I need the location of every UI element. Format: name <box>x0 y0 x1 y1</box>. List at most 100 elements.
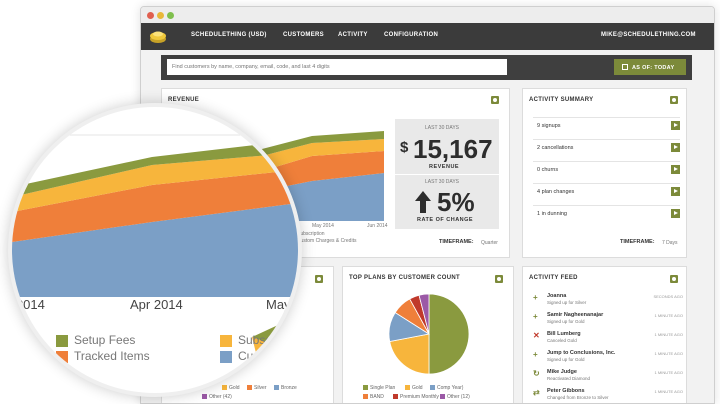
series-tracked <box>12 152 298 212</box>
summary-row[interactable]: 4 plan changes <box>533 183 680 200</box>
legend-item: Other (12) <box>440 394 470 400</box>
divider <box>395 174 499 175</box>
summary-row[interactable]: 9 signups <box>533 117 680 134</box>
change-value: 5% <box>437 187 475 217</box>
gear-icon[interactable] <box>495 275 503 283</box>
plus-icon: + <box>533 312 538 321</box>
arrow-up-icon <box>415 191 431 213</box>
feed-time: SECONDS AGO <box>653 294 683 299</box>
pie-slice-gold[interactable] <box>389 333 430 375</box>
nav-configuration[interactable]: CONFIGURATION <box>384 32 439 38</box>
arrow-right-icon[interactable] <box>671 165 680 174</box>
magnified-pie <box>252 315 298 355</box>
magnified-pie <box>252 337 298 377</box>
pie-slice-other-12-[interactable] <box>418 293 430 335</box>
legend-swatch <box>56 335 68 347</box>
search-input[interactable] <box>167 59 507 75</box>
tick-jun: Jun 2014 <box>367 223 388 229</box>
feed-detail: Reactivated Diamond <box>547 376 591 381</box>
swap-icon: ⇄ <box>533 388 540 397</box>
activity-feed-panel: ACTIVITY FEED + Joanna Signed up for Silve… <box>522 266 687 403</box>
series-setup <box>12 139 298 197</box>
feed-detail: Signed up for Gold <box>547 357 585 362</box>
summary-row[interactable]: 2 cancellations <box>533 139 680 156</box>
close-dot[interactable] <box>147 12 154 19</box>
timeframe-value[interactable]: 7 Days <box>662 240 678 246</box>
legend-subscription: Subscription <box>297 231 325 237</box>
activity-summary-panel: ACTIVITY SUMMARY 9 signups 2 cancellatio… <box>522 88 687 258</box>
gear-icon[interactable] <box>315 275 323 283</box>
cross-icon: ✕ <box>533 331 540 340</box>
calendar-icon <box>622 64 628 70</box>
as-of-label: AS OF: TODAY <box>632 65 675 71</box>
pie-slice-single-plan[interactable] <box>428 293 470 375</box>
timeframe-label: TIMEFRAME: <box>620 239 655 245</box>
arrow-right-icon[interactable] <box>671 209 680 218</box>
feed-item[interactable]: ↻ Mike Judge Reactivated Diamond 1 MINUTE A… <box>533 369 683 388</box>
feed-item[interactable]: ⇄ Peter Gibbons Changed from Bronze to Sil… <box>533 388 683 403</box>
feed-time: 1 MINUTE AGO <box>654 389 683 394</box>
window-chrome <box>141 7 714 23</box>
plus-icon: + <box>533 293 538 302</box>
minimize-dot[interactable] <box>157 12 164 19</box>
feed-name[interactable]: Peter Gibbons <box>547 388 585 394</box>
gear-icon[interactable] <box>670 96 678 104</box>
timeframe-label: TIMEFRAME: <box>439 239 474 245</box>
feed-time: 1 MINUTE AGO <box>654 370 683 375</box>
legend-item: Bronze <box>274 385 297 391</box>
arrow-right-icon[interactable] <box>671 187 680 196</box>
nav-customers[interactable]: CUSTOMERS <box>283 32 324 38</box>
gear-icon[interactable] <box>491 96 499 104</box>
refresh-icon: ↻ <box>533 369 540 378</box>
currency-symbol: $ <box>400 139 409 156</box>
tick-may: May 2014 <box>312 223 334 229</box>
mag-legend: Tracked Items <box>74 349 150 363</box>
feed-name[interactable]: Mike Judge <box>547 369 577 375</box>
top-plans-title: TOP PLANS BY CUSTOMER COUNT <box>349 275 461 281</box>
top-plans-panel: TOP PLANS BY CUSTOMER COUNT Single Plan … <box>342 266 514 403</box>
legend-item: Gold <box>222 385 240 391</box>
revenue-amount: 15,167 <box>413 134 493 164</box>
activity-feed-title: ACTIVITY FEED <box>529 275 578 281</box>
feed-detail: Changed from Bronze to Silver <box>547 395 609 400</box>
timeframe-value[interactable]: Quarter <box>481 240 498 246</box>
period-top: LAST 30 DAYS <box>425 125 459 131</box>
logo-icon[interactable] <box>149 28 167 44</box>
legend-item: Comp Year) <box>430 385 463 391</box>
feed-name[interactable]: Bill Lumberg <box>547 331 581 337</box>
nav-user[interactable]: MIKE@SCHEDULETHING.COM <box>601 32 696 38</box>
feed-name[interactable]: Jump to Conclusions, Inc. <box>547 350 616 356</box>
summary-row[interactable]: 0 churns <box>533 161 680 178</box>
magnifier-lens: r 2014 Apr 2014 May Setup Fees Tracked I… <box>8 103 302 397</box>
arrow-right-icon[interactable] <box>671 143 680 152</box>
legend-item: BAND <box>363 394 384 400</box>
summary-row[interactable]: 1 in dunning <box>533 205 680 222</box>
legend-item: Other (42) <box>202 394 232 400</box>
plus-icon: + <box>533 350 538 359</box>
gear-icon[interactable] <box>670 275 678 283</box>
legend-item: Premium Monthly <box>393 394 439 400</box>
as-of-button[interactable]: AS OF: TODAY <box>614 59 686 75</box>
series-custom <box>12 203 298 297</box>
mag-legend: Subscription <box>238 333 302 347</box>
mag-legend: Custom <box>238 349 280 363</box>
revenue-stats: LAST 30 DAYS $ 15,167 REVENUE LAST 30 DA… <box>395 119 499 229</box>
mag-tick: May <box>266 297 291 312</box>
feed-name[interactable]: Samir Nagheenanajar <box>547 312 604 318</box>
maximize-dot[interactable] <box>167 12 174 19</box>
feed-item[interactable]: + Joanna Signed up for Silver SECONDS AGO <box>533 293 683 312</box>
top-nav: SCHEDULETHING (USD) CUSTOMERS ACTIVITY C… <box>141 23 714 50</box>
period-bottom: LAST 30 DAYS <box>425 179 459 185</box>
magnified-area-chart <box>12 134 298 377</box>
mag-tick: Apr 2014 <box>130 297 183 312</box>
mag-tick: r 2014 <box>8 297 45 312</box>
feed-item[interactable]: + Jump to Conclusions, Inc. Signed up for … <box>533 350 683 369</box>
feed-item[interactable]: ✕ Bill Lumberg Canceled Gold 1 MINUTE AGO <box>533 331 683 350</box>
nav-account[interactable]: SCHEDULETHING (USD) <box>191 32 267 38</box>
activity-summary-title: ACTIVITY SUMMARY <box>529 97 594 103</box>
arrow-right-icon[interactable] <box>671 121 680 130</box>
feed-item[interactable]: + Samir Nagheenanajar Signed up for Gold 1 … <box>533 312 683 331</box>
feed-name[interactable]: Joanna <box>547 293 567 299</box>
nav-activity[interactable]: ACTIVITY <box>338 32 368 38</box>
legend-swatch <box>220 351 232 363</box>
